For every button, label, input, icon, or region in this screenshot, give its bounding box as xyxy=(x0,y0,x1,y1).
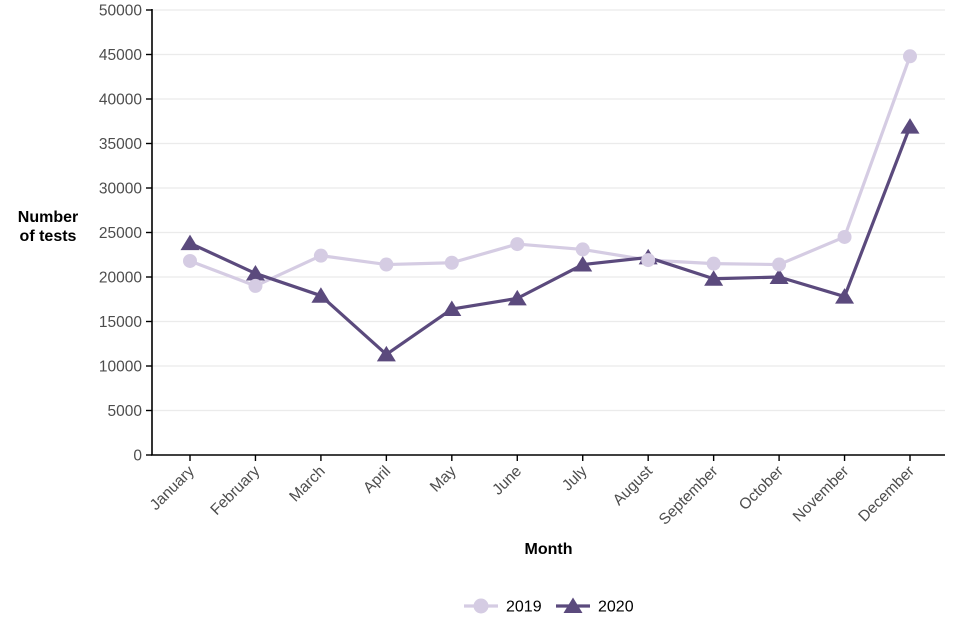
point-2019-July xyxy=(575,242,590,257)
point-2020-September xyxy=(704,270,724,286)
y-tick-label-15000: 15000 xyxy=(99,314,142,331)
y-tick-label-30000: 30000 xyxy=(99,181,142,198)
point-2019-November xyxy=(837,229,852,244)
point-2020-January xyxy=(180,234,200,251)
point-2019-May xyxy=(444,255,459,270)
legend-label-2019: 2019 xyxy=(506,599,542,616)
point-2020-March xyxy=(311,287,331,303)
point-2020-July xyxy=(573,256,593,272)
y-axis-title: Number of tests xyxy=(17,209,79,245)
y-tick-label-5000: 5000 xyxy=(108,403,143,420)
legend: 2019 2020 xyxy=(464,597,634,616)
point-2019-September xyxy=(706,256,721,271)
x-axis-title: Month xyxy=(524,541,573,558)
y-tick-label-25000: 25000 xyxy=(99,225,142,242)
point-2019-October xyxy=(772,257,787,272)
series-2020-line xyxy=(189,126,912,357)
y-tick-label-10000: 10000 xyxy=(99,359,142,376)
y-tick-label-40000: 40000 xyxy=(99,92,142,109)
y-tick-label-45000: 45000 xyxy=(99,47,142,64)
point-2019-February xyxy=(248,278,263,293)
legend-marker-2020 xyxy=(563,597,583,613)
point-2020-February xyxy=(245,264,265,281)
point-2020-May xyxy=(442,300,462,317)
point-2020-December xyxy=(900,118,920,134)
y-tick-label-0: 0 xyxy=(133,448,142,465)
point-2020-April xyxy=(376,345,396,362)
legend-label-2020: 2020 xyxy=(598,599,634,616)
point-2020-November xyxy=(835,288,855,304)
series-2019-line xyxy=(189,55,912,288)
legend-marker-2019 xyxy=(473,598,489,614)
point-2019-December xyxy=(903,49,917,64)
point-2019-August xyxy=(641,253,656,268)
point-2019-March xyxy=(313,248,328,263)
point-2020-October xyxy=(769,268,789,284)
point-2019-January xyxy=(183,253,197,268)
point-2020-June xyxy=(507,289,527,306)
y-tick-label-35000: 35000 xyxy=(99,136,142,153)
y-tick-label-20000: 20000 xyxy=(99,270,142,287)
point-2019-April xyxy=(379,257,394,272)
point-2019-June xyxy=(510,237,525,252)
y-tick-label-50000: 50000 xyxy=(99,3,142,20)
